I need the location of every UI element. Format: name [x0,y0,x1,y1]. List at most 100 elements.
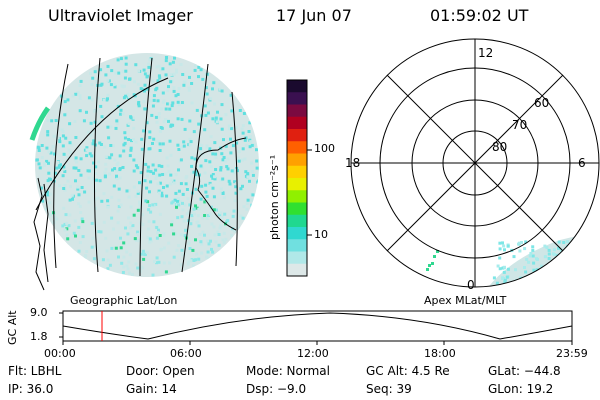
aurora-dot [95,178,99,182]
aurora-dot [247,130,251,133]
aurora-dot [73,120,77,123]
aurora-dot [203,214,207,217]
info-door: Door: Open [126,364,195,378]
aurora-dot [115,122,119,126]
aurora-dot [55,217,59,221]
polar-emission-dot [501,266,505,270]
aurora-dot [211,186,215,190]
xtick-2359: 23:59 [556,347,588,360]
aurora-dot [173,56,176,60]
aurora-dot [205,216,209,220]
polar-emission-dot [506,284,510,287]
altitude-ytick-1-8: 1.8 [30,330,48,343]
aurora-dot [221,192,225,195]
aurora-dot [204,190,208,194]
aurora-dot [58,184,62,188]
aurora-dot [63,188,67,192]
polar-emission-dot [572,257,576,261]
aurora-dot [197,65,201,69]
aurora-dot [127,95,131,99]
aurora-dot [206,239,210,243]
aurora-dot [172,72,176,76]
polar-emission-dot [528,254,532,258]
aurora-dot [251,193,255,197]
aurora-dot [210,174,213,178]
aurora-dot [68,151,72,154]
aurora-dot [77,169,81,172]
aurora-dot [57,165,61,169]
aurora-dot [123,136,127,140]
polar-emission-dot [590,250,594,254]
aurora-dot [143,83,147,87]
aurora-dot [176,199,179,203]
aurora-dot [201,230,205,234]
altitude-ytick-9: 9.0 [30,306,48,319]
aurora-dot [94,68,98,72]
aurora-dot [231,144,235,148]
aurora-dot [106,78,110,82]
polar-emission-dot [584,240,588,244]
aurora-dot [40,156,44,159]
aurora-dot [122,143,126,147]
aurora-dot [142,257,146,261]
polar-emission-dot [547,248,551,252]
aurora-dot [172,232,176,236]
aurora-dot [200,242,204,246]
polar-emission-dot [580,259,584,263]
aurora-dot [187,210,191,214]
aurora-dot [255,166,259,170]
aurora-dot [174,94,178,98]
aurora-dot [127,216,130,220]
aurora-dot [200,144,204,147]
aurora-dot [222,196,226,200]
aurora-dot [189,140,193,144]
aurora-dot [175,248,179,252]
aurora-dot [235,182,238,186]
polar-emission-dot [580,259,584,263]
aurora-dot [147,219,151,223]
aurora-dot [136,208,140,212]
aurora-dot [250,161,254,165]
aurora-dot [116,58,120,62]
aurora-dot [53,216,57,219]
aurora-dot [234,126,238,130]
aurora-dot [117,187,121,191]
aurora-dot [190,214,194,218]
aurora-dot [175,70,178,74]
aurora-dot [174,232,178,236]
aurora-dot [38,166,42,170]
aurora-dot [151,163,155,167]
aurora-dot [140,147,144,151]
aurora-dot [187,241,191,245]
aurora-dot [170,223,174,227]
aurora-dot [227,124,231,128]
polar-emission-dot [543,244,547,248]
polar-emission-dot [510,288,513,291]
aurora-dot [126,267,130,271]
aurora-dot [192,170,196,174]
aurora-dot [122,241,126,245]
aurora-dot [56,136,60,140]
aurora-dot [134,164,138,168]
aurora-dot [210,247,213,251]
aurora-dot [210,222,214,226]
colorbar-label-10: 10 [314,228,328,241]
aurora-dot [37,149,41,152]
aurora-dot [145,121,149,125]
aurora-dot [205,144,209,148]
aurora-dot [99,143,103,146]
aurora-dot [171,200,175,204]
aurora-dot [169,153,173,157]
polar-emission-dot [535,257,538,261]
aurora-dot [190,156,194,160]
aurora-dot [76,185,80,189]
aurora-dot [224,237,228,241]
aurora-dot [118,154,122,158]
aurora-dot [162,186,165,189]
aurora-dot [241,216,245,220]
aurora-dot [204,86,208,90]
aurora-dot [46,190,49,194]
aurora-dot [134,140,138,144]
aurora-dot [58,140,62,144]
aurora-dot [37,162,41,166]
